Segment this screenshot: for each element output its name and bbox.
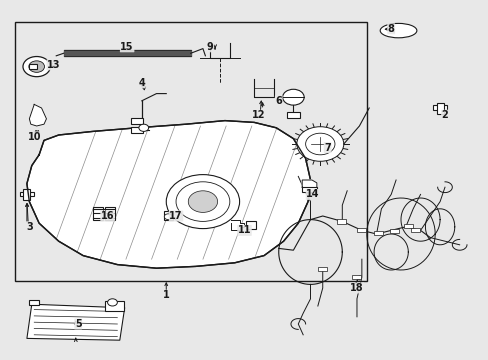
Text: 11: 11 <box>237 225 251 235</box>
Bar <box>163 211 172 220</box>
Polygon shape <box>29 104 46 126</box>
Bar <box>410 228 419 232</box>
Text: 3: 3 <box>26 222 33 232</box>
Text: 16: 16 <box>101 211 114 221</box>
Text: 8: 8 <box>387 24 394 34</box>
Bar <box>15 22 366 281</box>
Bar <box>23 189 30 200</box>
Text: 7: 7 <box>324 143 330 153</box>
Text: 14: 14 <box>305 189 319 199</box>
Polygon shape <box>230 220 243 230</box>
Circle shape <box>188 191 217 212</box>
Polygon shape <box>27 121 310 268</box>
Bar <box>337 219 346 224</box>
Circle shape <box>164 214 172 220</box>
Circle shape <box>107 299 117 306</box>
Bar <box>356 228 365 232</box>
Bar <box>351 275 360 279</box>
Text: 1: 1 <box>163 290 169 300</box>
Bar <box>105 301 123 311</box>
Bar <box>131 118 142 124</box>
Text: 18: 18 <box>349 283 363 293</box>
Bar <box>436 103 443 114</box>
Text: 5: 5 <box>75 319 81 329</box>
Bar <box>373 231 382 235</box>
Bar <box>286 112 300 118</box>
Bar <box>93 207 102 220</box>
Bar <box>131 127 142 133</box>
Circle shape <box>139 124 148 131</box>
Text: 12: 12 <box>252 110 265 120</box>
Polygon shape <box>27 304 124 340</box>
Bar <box>105 207 115 220</box>
Circle shape <box>23 57 50 77</box>
Bar <box>403 224 412 228</box>
Bar <box>20 192 34 196</box>
Bar <box>176 213 183 219</box>
Bar <box>317 267 326 271</box>
Text: 10: 10 <box>27 132 41 142</box>
Bar <box>245 221 255 229</box>
Text: 17: 17 <box>169 211 183 221</box>
Text: 2: 2 <box>441 110 447 120</box>
Circle shape <box>282 89 304 105</box>
Bar <box>389 229 398 233</box>
Text: 15: 15 <box>120 42 134 52</box>
Text: 9: 9 <box>206 42 213 52</box>
Text: 4: 4 <box>138 78 145 88</box>
Ellipse shape <box>380 23 416 38</box>
Bar <box>29 64 37 69</box>
Circle shape <box>176 182 229 221</box>
Circle shape <box>305 133 334 155</box>
Bar <box>302 187 316 192</box>
Circle shape <box>296 127 343 161</box>
Bar <box>29 300 39 305</box>
Text: 6: 6 <box>275 96 282 106</box>
Polygon shape <box>302 180 316 194</box>
Circle shape <box>166 175 239 229</box>
Circle shape <box>29 61 44 72</box>
Bar <box>432 105 447 110</box>
Text: 13: 13 <box>47 60 61 70</box>
